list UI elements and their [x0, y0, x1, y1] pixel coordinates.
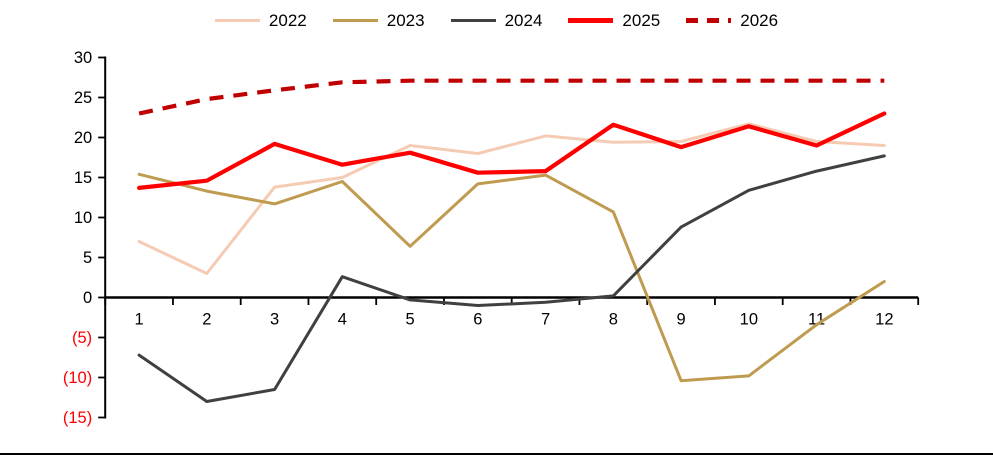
y-axis-label: (15): [63, 409, 92, 427]
x-axis-label: 11: [808, 311, 825, 329]
x-axis: 1 2 3 4 5 6 7 8 9 10 11 12: [104, 296, 920, 329]
y-axis-label: 15: [74, 169, 92, 187]
x-axis-label: 5: [405, 311, 414, 329]
x-axis-label: 12: [875, 311, 893, 329]
bottom-border: [0, 453, 993, 455]
y-axis-label: 25: [74, 89, 92, 107]
series-line-2026: [138, 78, 885, 116]
x-axis-label: 8: [609, 311, 618, 329]
x-axis-label: 1: [134, 311, 143, 329]
y-axis: 30 25 20 15 10 5 0 (5) (10) (15): [63, 49, 107, 427]
x-axis-label: 2: [202, 311, 211, 329]
x-axis-label: 3: [270, 311, 279, 329]
series-line-2023: [137, 172, 886, 383]
x-axis-label: 9: [676, 311, 685, 329]
y-axis-label: 0: [83, 289, 92, 307]
y-axis-label: (5): [72, 329, 92, 347]
y-axis-label: 5: [83, 249, 92, 267]
series-line-2024: [137, 154, 886, 403]
y-axis-label: 30: [74, 49, 92, 67]
x-axis-label: 10: [740, 311, 758, 329]
y-axis-label: (10): [63, 369, 92, 387]
series-line-2025: [137, 111, 887, 190]
y-axis-label: 10: [74, 209, 92, 227]
x-axis-label: 6: [473, 311, 482, 329]
x-axis-label: 7: [541, 311, 550, 329]
x-axis-label: 4: [338, 311, 347, 329]
y-axis-label: 20: [74, 129, 92, 147]
